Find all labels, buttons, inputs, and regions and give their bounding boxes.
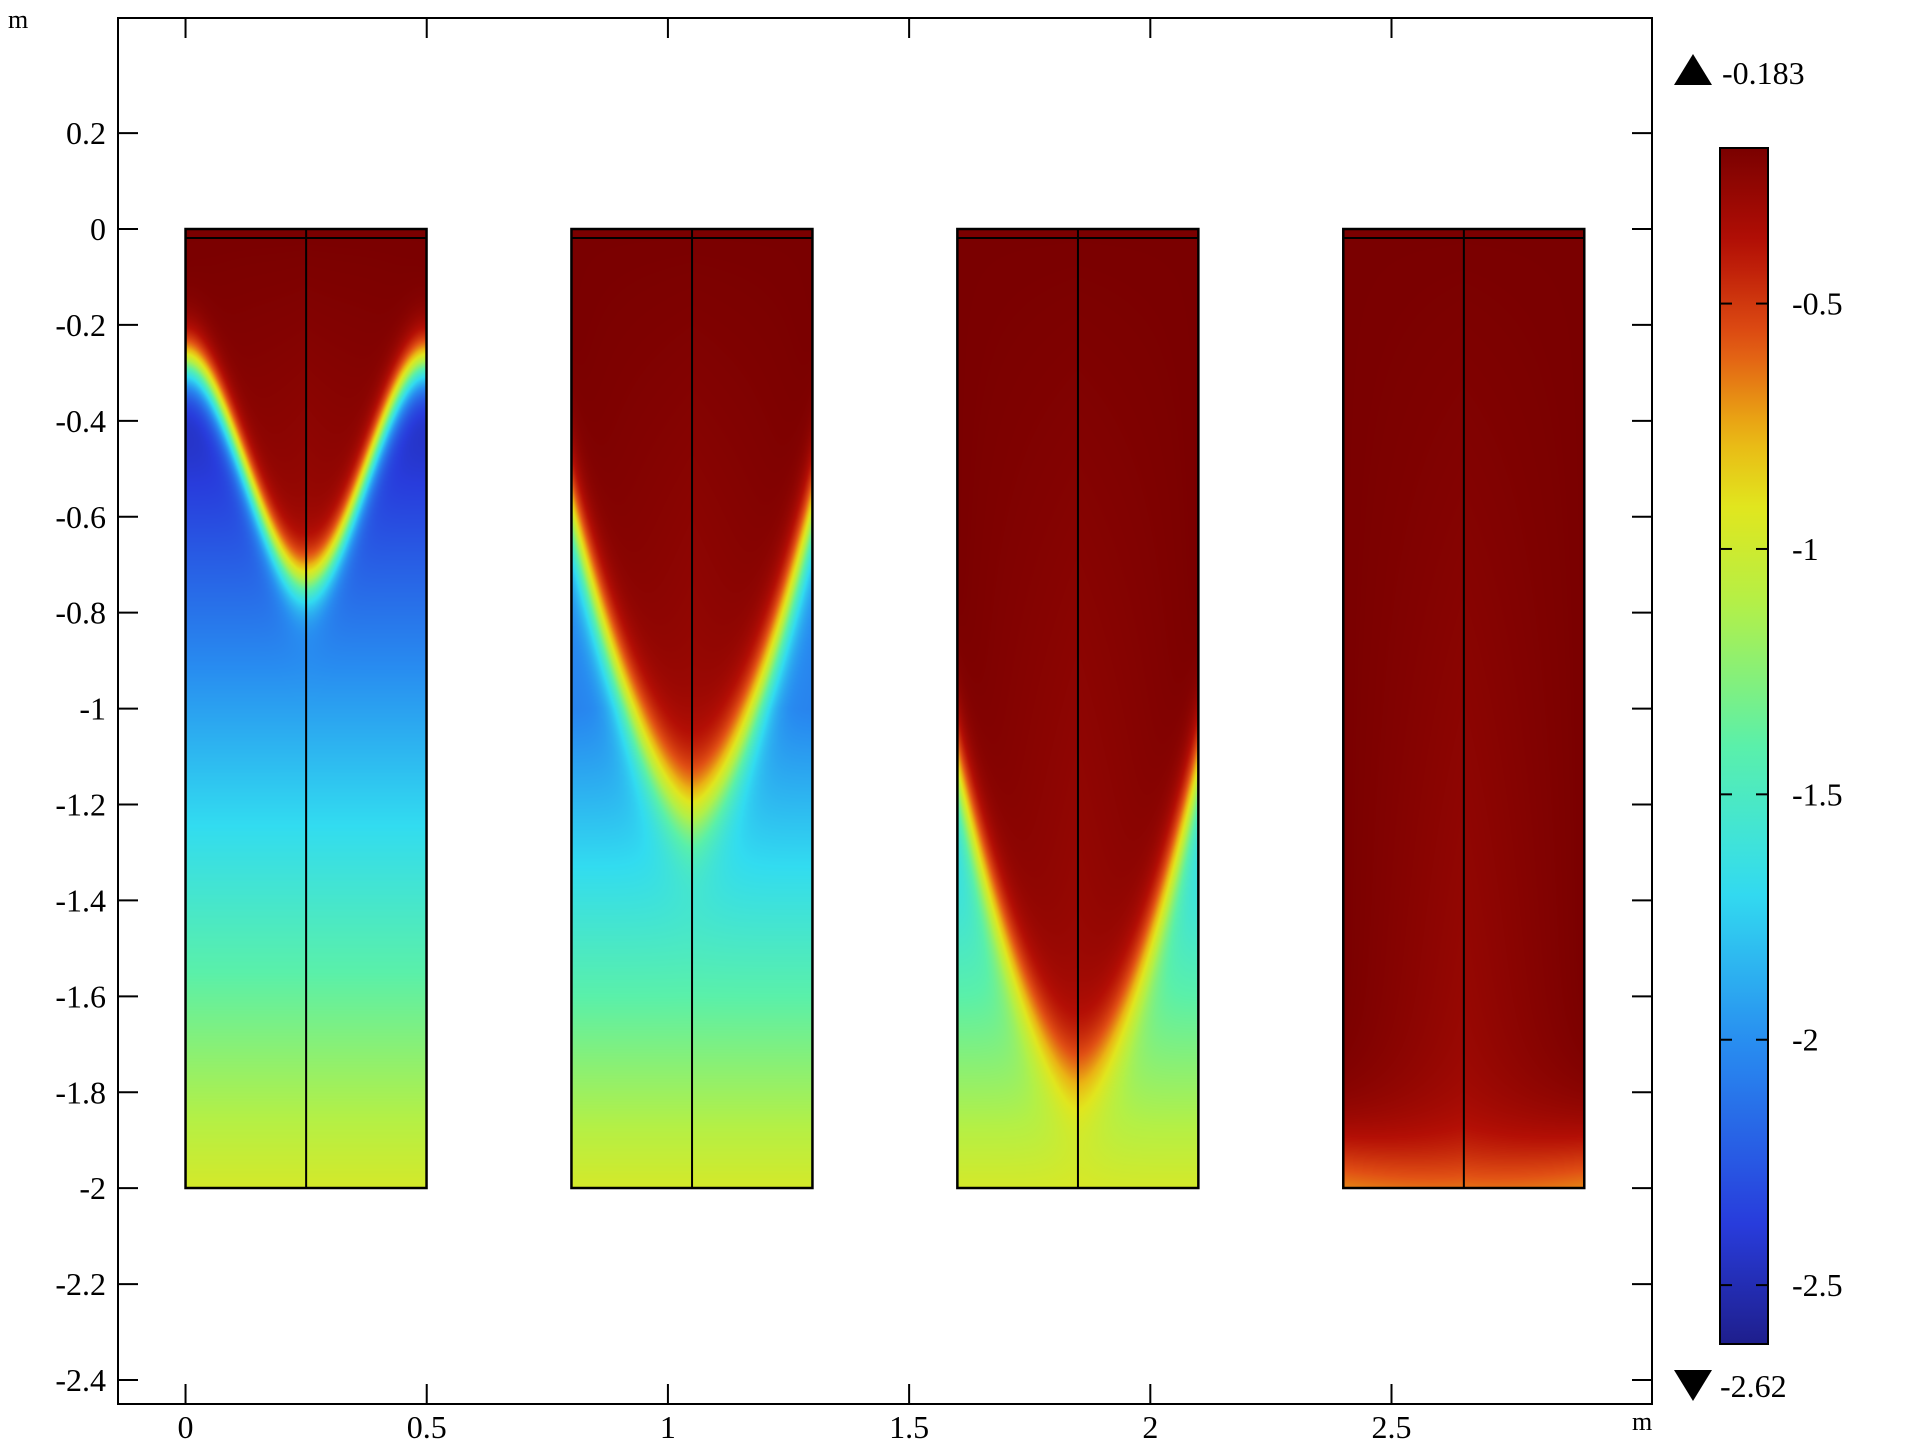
- colorbar-tick-label: -1: [1792, 531, 1819, 567]
- y-tick-label: -1: [79, 691, 106, 727]
- colorbar-tick-label: -0.5: [1792, 286, 1843, 322]
- panel-2: [570, 227, 814, 1190]
- x-tick-label: 0: [178, 1409, 194, 1440]
- panels-layer: [184, 227, 1586, 1190]
- colorbar-min-triangle-icon: [1674, 1370, 1712, 1401]
- y-tick-label: -0.2: [55, 307, 106, 343]
- colorbar-tick-label: -2.5: [1792, 1267, 1843, 1303]
- colorbar-min-label: -2.62: [1720, 1368, 1787, 1404]
- y-tick-label: -2.2: [55, 1266, 106, 1302]
- x-tick-label: 1.5: [889, 1409, 929, 1440]
- y-tick-label: -0.8: [55, 595, 106, 631]
- colorbar-max-label: -0.183: [1722, 55, 1805, 91]
- y-tick-label: -0.4: [55, 403, 106, 439]
- y-tick-label: 0: [90, 211, 106, 247]
- y-tick-label: 0.2: [66, 115, 106, 151]
- plot-frame: [117, 17, 1653, 1405]
- panel-1: [184, 227, 428, 1190]
- colorbar-tick-label: -2: [1792, 1022, 1819, 1058]
- y-unit-label: m: [8, 5, 28, 34]
- y-tick-label: -1.4: [55, 882, 106, 918]
- colorbar-tick-label: -1.5: [1792, 776, 1843, 812]
- panel-3: [956, 227, 1200, 1190]
- x-tick-label: 0.5: [407, 1409, 447, 1440]
- y-tick-label: -1.8: [55, 1074, 106, 1110]
- y-tick-label: -1.6: [55, 978, 106, 1014]
- colorbar: -0.5 -1 -1.5 -2 -2.5 -0.183 -2.62: [1674, 54, 1843, 1404]
- colorbar-gradient: [1719, 147, 1769, 1345]
- y-tick-label: -2: [79, 1170, 106, 1206]
- x-tick-label: 1: [660, 1409, 676, 1440]
- x-tick-label: 2: [1142, 1409, 1158, 1440]
- colorbar-max-triangle-icon: [1674, 54, 1712, 85]
- y-tick-label: -2.4: [55, 1362, 106, 1398]
- x-unit-label: m: [1632, 1407, 1652, 1436]
- axes-layer: 0 0.5 1 1.5 2 2.5 0.2 0 -0.2 -0.4 -0.6 -0.8 -1 -1.2 -1…: [55, 18, 1652, 1440]
- panel-4: [1342, 227, 1586, 1190]
- y-tick-label: -1.2: [55, 787, 106, 823]
- x-tick-label: 2.5: [1372, 1409, 1412, 1440]
- y-tick-label: -0.6: [55, 499, 106, 535]
